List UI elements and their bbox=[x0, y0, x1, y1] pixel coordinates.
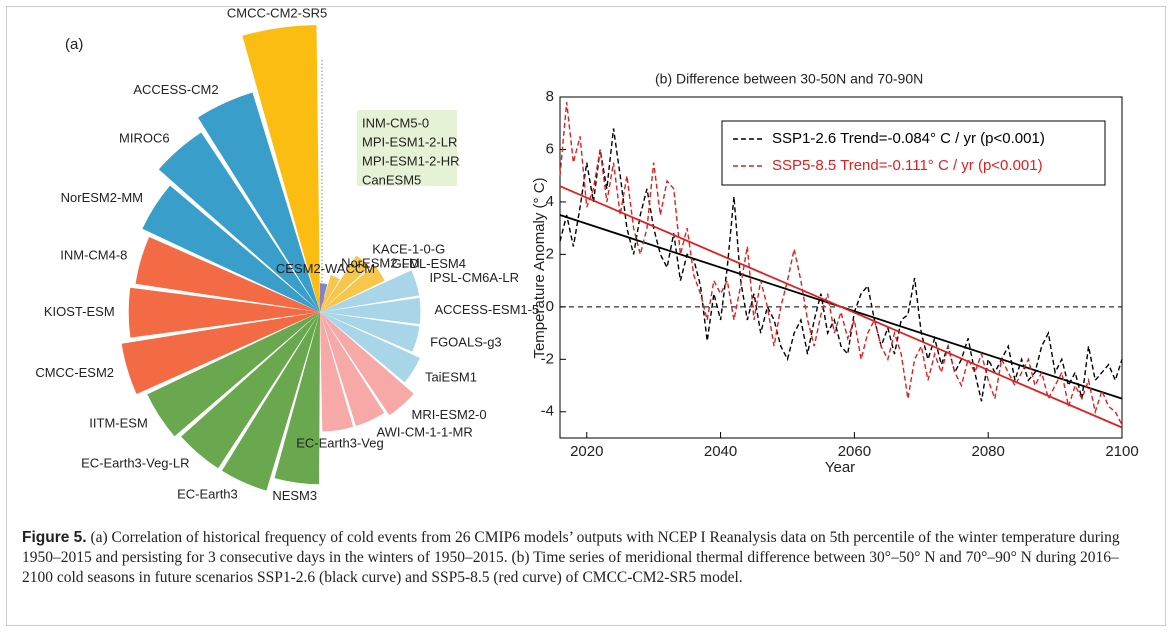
bar bbox=[128, 287, 320, 338]
category-label: KACE-1-0-G bbox=[372, 242, 445, 257]
bar bbox=[221, 312, 320, 491]
x-tick-label: 2040 bbox=[704, 443, 737, 460]
bar bbox=[320, 312, 420, 352]
series-line bbox=[559, 102, 1123, 426]
bar bbox=[147, 312, 320, 437]
category-label: CanESM5 bbox=[362, 172, 421, 187]
legend-label: SSP5-8.5 Trend=-0.111° C / yr (p<0.001) bbox=[772, 157, 1043, 174]
panel-label: (a) bbox=[65, 36, 83, 53]
category-label: IPSL-CM6A-LR bbox=[429, 270, 519, 285]
bar bbox=[135, 237, 320, 312]
bar bbox=[320, 265, 385, 312]
y-tick-label: 0 bbox=[546, 298, 554, 315]
x-tick-label: 2100 bbox=[1105, 443, 1138, 460]
category-label: CESM2-WACCM bbox=[276, 261, 375, 276]
y-tick-label: -4 bbox=[541, 403, 554, 420]
bar bbox=[320, 297, 421, 325]
category-label: INM-CM4-8 bbox=[60, 247, 127, 262]
zero-box bbox=[357, 110, 457, 186]
y-tick-label: 2 bbox=[546, 245, 554, 262]
bar bbox=[319, 283, 328, 312]
category-label: AWI-CM-1-1-MR bbox=[376, 425, 472, 440]
category-label: CMCC-CM2-SR5 bbox=[227, 6, 327, 21]
category-label: MPI-ESM1-2-HR bbox=[362, 153, 460, 168]
caption-label: Figure 5. bbox=[22, 529, 87, 546]
chart-title: (b) Difference between 30-50N and 70-90N bbox=[655, 71, 923, 87]
bar bbox=[320, 312, 354, 432]
category-label: ACCESS-CM2 bbox=[133, 82, 218, 97]
x-axis-label: Year bbox=[825, 459, 855, 476]
trend-line bbox=[559, 185, 1123, 429]
category-label: GFDL-ESM4 bbox=[392, 256, 466, 271]
bar bbox=[320, 255, 370, 312]
y-tick-label: 6 bbox=[546, 140, 554, 157]
legend-box bbox=[721, 120, 1106, 186]
y-tick-label: -2 bbox=[541, 350, 554, 367]
category-label: INM-CM5-0 bbox=[362, 115, 429, 130]
category-label: EC-Earth3 bbox=[177, 486, 238, 501]
y-tick-label: 4 bbox=[546, 193, 554, 210]
category-label: MPI-ESM1-2-LR bbox=[362, 134, 457, 149]
bar bbox=[158, 132, 320, 312]
bar bbox=[181, 312, 320, 469]
legend-label: SSP1-2.6 Trend=-0.084° C / yr (p<0.001) bbox=[772, 130, 1045, 147]
category-label: CMCC-ESM2 bbox=[35, 365, 114, 380]
caption-text: (a) Correlation of historical frequency … bbox=[22, 529, 1120, 586]
category-label: FGOALS-g3 bbox=[430, 335, 502, 350]
figure-frame bbox=[6, 6, 1166, 626]
plot-frame bbox=[559, 96, 1123, 439]
bar bbox=[320, 312, 385, 427]
y-tick-label: 8 bbox=[546, 88, 554, 105]
bar bbox=[242, 25, 320, 313]
series-line bbox=[559, 128, 1123, 402]
bar bbox=[320, 270, 420, 312]
x-tick-label: 2020 bbox=[570, 443, 603, 460]
bar bbox=[121, 312, 320, 395]
category-label: NESM3 bbox=[272, 488, 317, 503]
figure: (a) (b) Difference between 30-50N and 70… bbox=[35, 6, 1138, 503]
x-tick-label: 2080 bbox=[972, 443, 1005, 460]
y-axis-label: Temperature Anomaly (° C) bbox=[531, 177, 548, 358]
category-label: MIROC6 bbox=[119, 130, 170, 145]
bar bbox=[320, 312, 414, 416]
bar bbox=[197, 92, 320, 312]
bar bbox=[274, 312, 320, 485]
category-label: EC-Earth3-Veg-LR bbox=[81, 456, 189, 471]
caption: Figure 5. (a) Correlation of historical … bbox=[22, 528, 1142, 588]
category-label: NorESM2-LM bbox=[341, 256, 420, 271]
category-label: MRI-ESM2-0 bbox=[412, 407, 487, 422]
category-label: KIOST-ESM bbox=[44, 304, 115, 319]
bar bbox=[142, 185, 320, 312]
category-label: ACCESS-ESM1-5 bbox=[434, 302, 539, 317]
category-label: NorESM2-MM bbox=[61, 190, 143, 205]
x-tick-label: 2060 bbox=[838, 443, 871, 460]
bar bbox=[320, 312, 420, 383]
bar bbox=[320, 275, 340, 312]
category-label: TaiESM1 bbox=[425, 370, 477, 385]
category-label: EC-Earth3-Veg bbox=[296, 436, 383, 451]
category-label: IITM-ESM bbox=[89, 415, 148, 430]
